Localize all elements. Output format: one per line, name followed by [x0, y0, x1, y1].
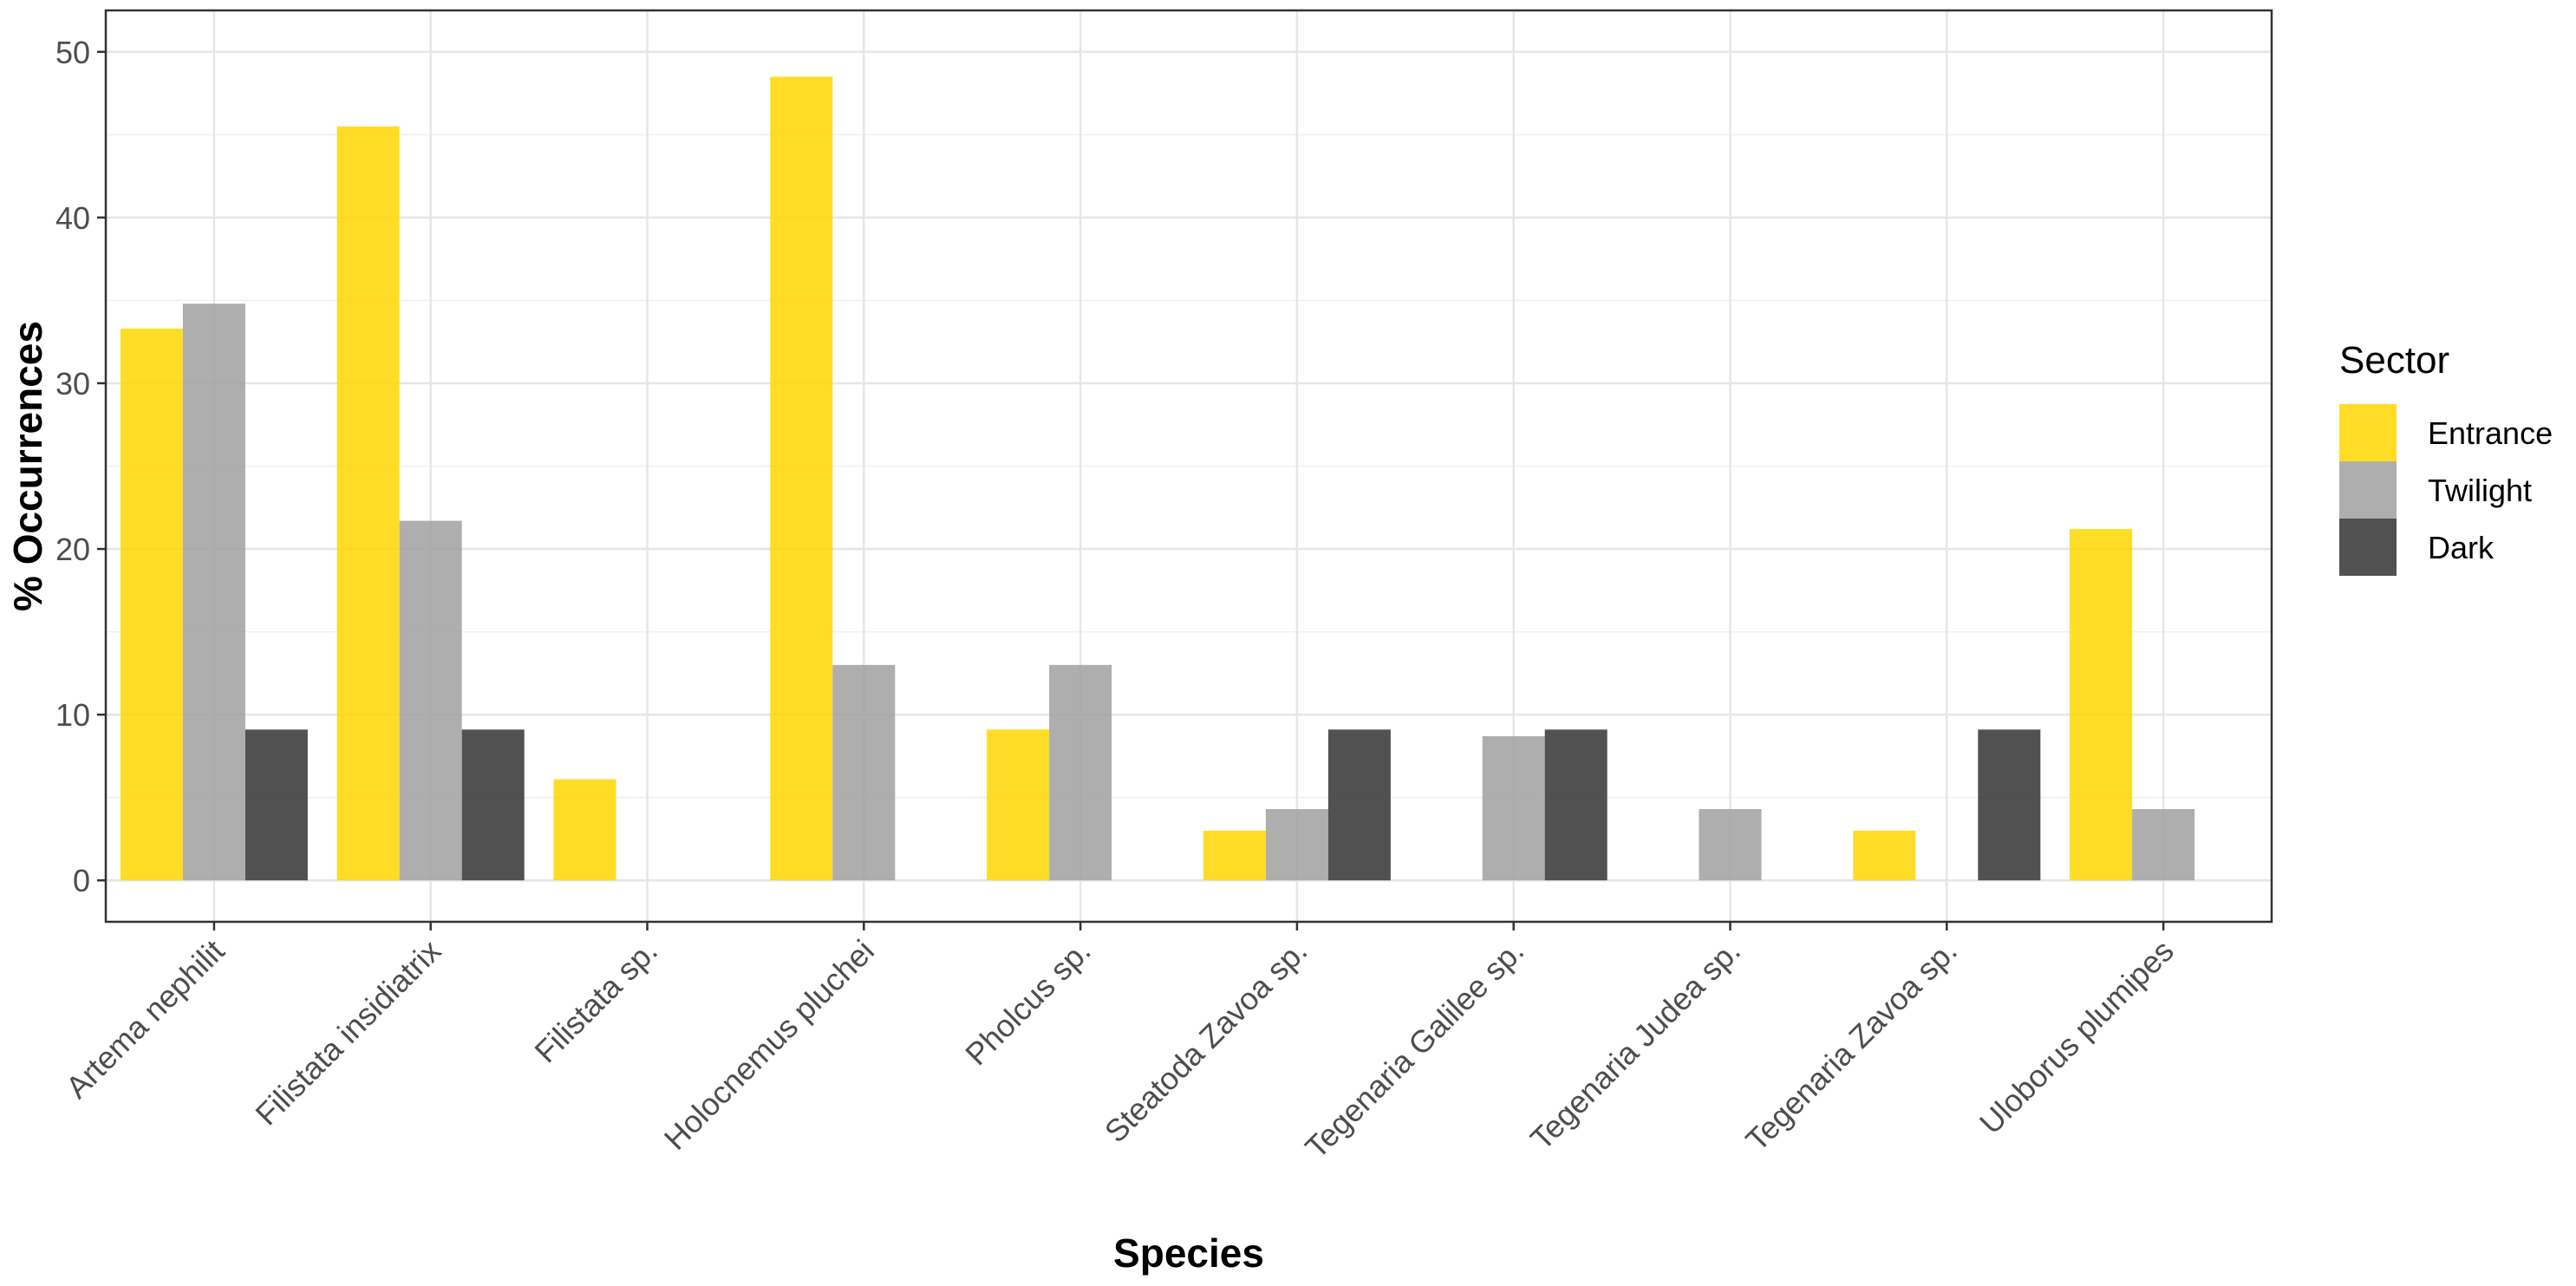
bar-twilight	[1049, 664, 1112, 881]
legend: Sector Entrance Twilight Dark	[2339, 339, 2553, 576]
bar-dark	[1544, 729, 1608, 881]
legend-key-twilight	[2339, 461, 2397, 519]
bar-entrance	[770, 76, 833, 881]
bar-twilight	[399, 520, 462, 881]
y-axis-title: % Occurrences	[5, 321, 50, 611]
y-tick-label: 40	[55, 200, 90, 236]
y-tick-label: 20	[55, 532, 90, 567]
bar-dark	[461, 729, 525, 881]
bar-twilight	[182, 304, 245, 881]
bar-entrance	[336, 126, 400, 881]
legend-key-dark	[2339, 519, 2397, 576]
bar-entrance	[120, 328, 183, 881]
bar-dark	[245, 729, 308, 881]
bar-twilight	[832, 664, 896, 881]
bar-entrance	[1853, 830, 1916, 881]
legend-label-dark: Dark	[2428, 530, 2494, 565]
bar-twilight	[2132, 809, 2195, 881]
legend-key-entrance	[2339, 404, 2397, 461]
bar-twilight	[1265, 809, 1328, 881]
plot-panel-border	[104, 9, 2273, 924]
x-axis-title: Species	[1113, 1231, 1264, 1276]
bar-twilight	[1699, 809, 1762, 881]
bar-twilight	[1482, 735, 1545, 881]
bar-entrance	[987, 729, 1050, 881]
bar-dark	[1327, 729, 1391, 881]
y-tick-label: 0	[73, 863, 90, 898]
y-tick-label: 50	[55, 35, 90, 70]
legend-label-entrance: Entrance	[2428, 415, 2553, 451]
y-tick-label: 30	[55, 366, 90, 401]
bar-entrance	[2070, 529, 2133, 881]
bars	[120, 76, 2195, 881]
y-tick-label: 10	[55, 697, 90, 733]
bar-entrance	[1203, 830, 1266, 881]
legend-label-twilight: Twilight	[2428, 473, 2532, 508]
legend-title: Sector	[2339, 339, 2449, 382]
bar-entrance	[553, 779, 616, 881]
grid-lines	[106, 10, 2272, 922]
bar-dark	[1978, 729, 2041, 881]
